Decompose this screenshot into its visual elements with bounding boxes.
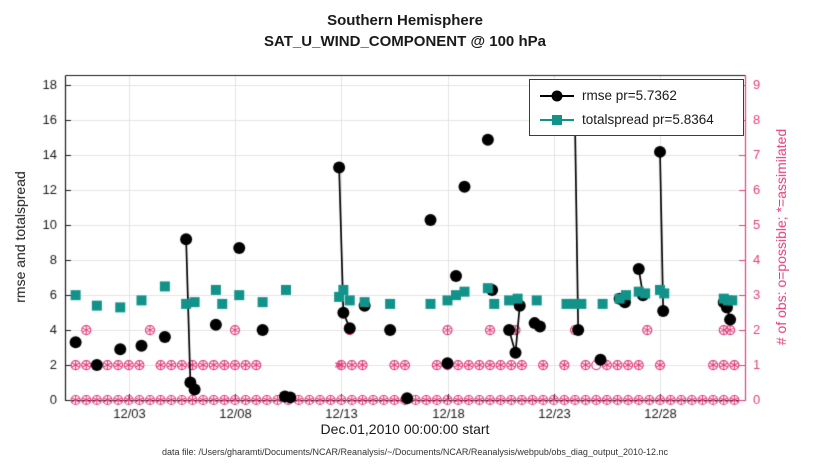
chart-subtitle: SAT_U_WIND_COMPONENT @ 100 hPa — [264, 33, 546, 50]
y-axis-label-right: # of obs: o=possible; *=assimilated — [773, 128, 789, 346]
legend-label-totalspread: totalspread pr=5.8364 — [582, 112, 714, 127]
x-axis-label: Dec.01,2010 00:00:00 start — [320, 421, 490, 437]
legend-label-rmse: rmse pr=5.7362 — [582, 88, 677, 103]
totalspread-marker-icon — [540, 113, 574, 126]
rmse-marker-icon — [540, 89, 574, 102]
legend-item-totalspread: totalspread pr=5.8364 — [540, 112, 733, 127]
legend-item-rmse: rmse pr=5.7362 — [540, 88, 733, 103]
legend: rmse pr=5.7362 totalspread pr=5.8364 — [529, 79, 744, 136]
footer-datafile: data file: /Users/gharamti/Documents/NCA… — [161, 447, 668, 457]
chart-title: Southern Hemisphere — [327, 12, 483, 29]
y-axis-label-left: rmse and totalspread — [12, 171, 28, 303]
